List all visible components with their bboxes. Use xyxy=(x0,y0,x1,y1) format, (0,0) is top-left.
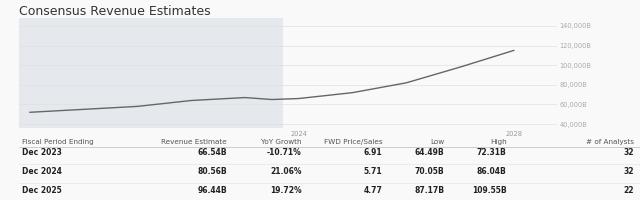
Text: High: High xyxy=(490,139,506,145)
Text: FWD Price/Sales: FWD Price/Sales xyxy=(324,139,382,145)
Text: 4.77: 4.77 xyxy=(364,186,382,195)
Text: 21.06%: 21.06% xyxy=(270,167,301,176)
Text: 72.31B: 72.31B xyxy=(477,148,506,157)
Text: 86.04B: 86.04B xyxy=(477,167,506,176)
Text: 32: 32 xyxy=(623,167,634,176)
Text: # of Analysts: # of Analysts xyxy=(586,139,634,145)
Text: 70.05B: 70.05B xyxy=(415,167,444,176)
Text: Revenue Estimate: Revenue Estimate xyxy=(161,139,227,145)
Text: Dec 2025: Dec 2025 xyxy=(22,186,62,195)
Bar xyxy=(19,18,283,128)
Text: Dec 2024: Dec 2024 xyxy=(22,167,62,176)
Text: 66.54B: 66.54B xyxy=(198,148,227,157)
Text: 64.49B: 64.49B xyxy=(415,148,444,157)
Text: 6.91: 6.91 xyxy=(364,148,382,157)
Text: 32: 32 xyxy=(623,148,634,157)
Text: 5.71: 5.71 xyxy=(364,167,382,176)
Text: 87.17B: 87.17B xyxy=(415,186,444,195)
Text: 19.72%: 19.72% xyxy=(270,186,301,195)
Text: 109.55B: 109.55B xyxy=(472,186,506,195)
Text: 80.56B: 80.56B xyxy=(198,167,227,176)
Text: 96.44B: 96.44B xyxy=(198,186,227,195)
Text: 22: 22 xyxy=(623,186,634,195)
Text: Dec 2023: Dec 2023 xyxy=(22,148,62,157)
Text: Consensus Revenue Estimates: Consensus Revenue Estimates xyxy=(19,5,211,18)
Text: -10.71%: -10.71% xyxy=(267,148,301,157)
Text: YoY Growth: YoY Growth xyxy=(261,139,301,145)
Text: Fiscal Period Ending: Fiscal Period Ending xyxy=(22,139,94,145)
Text: Low: Low xyxy=(430,139,444,145)
